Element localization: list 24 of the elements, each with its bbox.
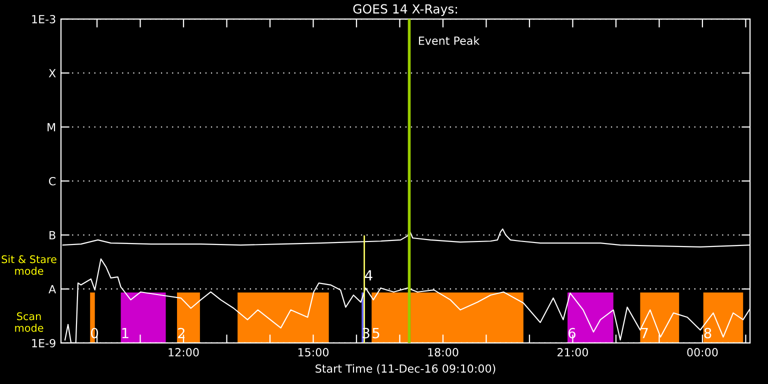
y-tick-label: M [48,123,56,132]
band-label: 6 [568,328,576,338]
text: Scan mode [15,312,44,332]
band-label: 7 [641,328,648,338]
y-tick-label: B [50,231,56,240]
y-tick-label: A [48,285,56,294]
y-tick-label: 1E-9 [32,338,56,348]
x-tick-label: 18:00 [428,348,458,356]
band-label: 2 [178,328,184,338]
x-tick-label: 00:00 [687,348,718,356]
y-tick-label: C [48,176,56,186]
x-axis-title: Start Time (11-Dec-16 09:10:00) [316,364,496,374]
text: Sit & Stare mode [2,255,56,275]
band-label: 5 [372,328,380,338]
band-label: 8 [704,328,712,338]
x-tick-label: 21:00 [558,348,588,356]
y-tick-label: 1E-3 [32,14,56,24]
band-label: 1 [122,328,128,338]
annotation: 4 [364,270,372,280]
y-tick-label: X [48,69,56,78]
x-tick-label: 12:00 [168,348,199,356]
x-tick-label: 15:00 [298,348,329,356]
ref-line-label: Event Peak [418,36,480,45]
chart-title: GOES 14 X-Rays: [353,4,457,16]
